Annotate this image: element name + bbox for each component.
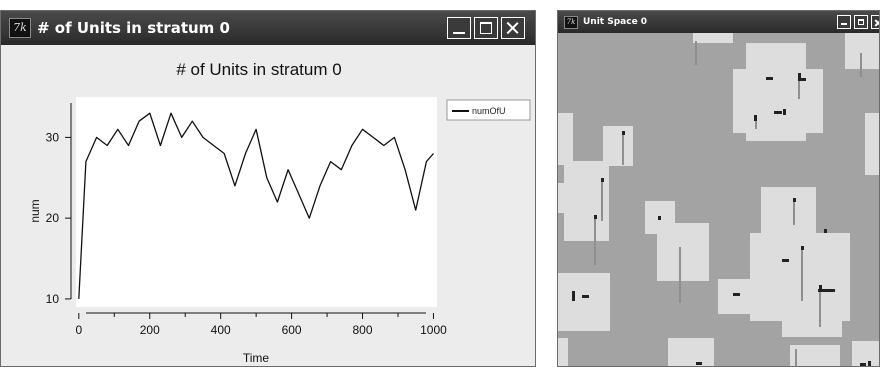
unit-marker xyxy=(793,198,796,202)
close-button[interactable] xyxy=(871,15,879,29)
unit-marker xyxy=(622,131,625,135)
territory xyxy=(865,113,879,175)
time-series-window: 7k # of Units in stratum 0 # of Units in… xyxy=(0,10,536,367)
close-button[interactable] xyxy=(501,17,525,39)
series-line xyxy=(78,112,434,299)
chart-title: # of Units in stratum 0 xyxy=(176,60,341,79)
unit-marker xyxy=(782,259,789,262)
minimize-button[interactable] xyxy=(837,15,851,29)
unit-marker xyxy=(572,291,575,301)
y-tick-label: 30 xyxy=(46,130,60,144)
territory xyxy=(718,279,752,314)
x-tick-label: 400 xyxy=(211,323,231,337)
territory xyxy=(603,126,633,166)
legend-label: numOfU xyxy=(472,106,506,116)
territory xyxy=(746,133,806,141)
x-tick-label: 600 xyxy=(282,323,302,337)
app-logo-icon: 7k xyxy=(9,18,31,38)
plot-area xyxy=(76,97,437,307)
unit-space-window-titlebar[interactable]: 7k Unit Space 0 xyxy=(558,11,879,33)
unit-marker xyxy=(774,111,782,114)
window-title: # of Units in stratum 0 xyxy=(37,19,230,37)
app-logo-icon: 7k xyxy=(564,15,578,29)
minimize-button[interactable] xyxy=(447,17,471,39)
unit-marker xyxy=(582,295,589,298)
unit-marker xyxy=(766,77,773,80)
line-chart: # of Units in stratum 0 numOfU Time num … xyxy=(28,60,531,365)
territory xyxy=(657,223,709,281)
territory xyxy=(693,33,733,43)
unit-marker xyxy=(733,293,740,296)
territory xyxy=(558,183,564,213)
territories xyxy=(558,33,879,366)
x-tick-label: 1000 xyxy=(420,323,447,337)
territory xyxy=(852,341,879,366)
territory xyxy=(790,345,840,366)
x-tick-label: 0 xyxy=(75,323,82,337)
unit-tracks xyxy=(594,41,862,366)
unit-marker xyxy=(801,246,804,250)
unit-marker xyxy=(594,215,597,219)
unit-marker xyxy=(819,285,822,292)
territory xyxy=(558,113,573,165)
x-tick-label: 800 xyxy=(353,323,373,337)
window-title: Unit Space 0 xyxy=(583,17,648,27)
unit-marker xyxy=(754,115,757,121)
territory xyxy=(733,69,823,133)
territory xyxy=(668,338,714,366)
unit-marker xyxy=(801,78,806,81)
y-tick-label: 10 xyxy=(46,292,60,306)
x-axis-label: Time xyxy=(243,351,270,365)
time-series-window-titlebar[interactable]: 7k # of Units in stratum 0 xyxy=(1,11,535,45)
maximize-button[interactable] xyxy=(854,15,868,29)
unit-marker xyxy=(818,289,835,292)
unit-marker xyxy=(860,363,866,366)
units xyxy=(572,73,871,366)
unit-marker xyxy=(824,229,827,233)
unit-space-canvas[interactable] xyxy=(558,33,879,367)
territory xyxy=(782,321,842,337)
legend-box xyxy=(446,99,531,121)
unit-marker xyxy=(658,216,661,220)
y-axis-label: num xyxy=(28,199,42,222)
unit-space-window: 7k Unit Space 0 xyxy=(557,10,880,367)
unit-marker xyxy=(783,109,786,115)
unit-marker xyxy=(798,73,801,81)
territory xyxy=(750,233,850,321)
x-tick-label: 200 xyxy=(140,323,160,337)
unit-marker xyxy=(601,178,604,182)
unit-marker xyxy=(868,361,871,366)
y-tick-label: 20 xyxy=(46,211,60,225)
territory xyxy=(558,273,610,331)
territory xyxy=(558,338,568,366)
unit-marker xyxy=(696,362,702,365)
maximize-button[interactable] xyxy=(474,17,498,39)
